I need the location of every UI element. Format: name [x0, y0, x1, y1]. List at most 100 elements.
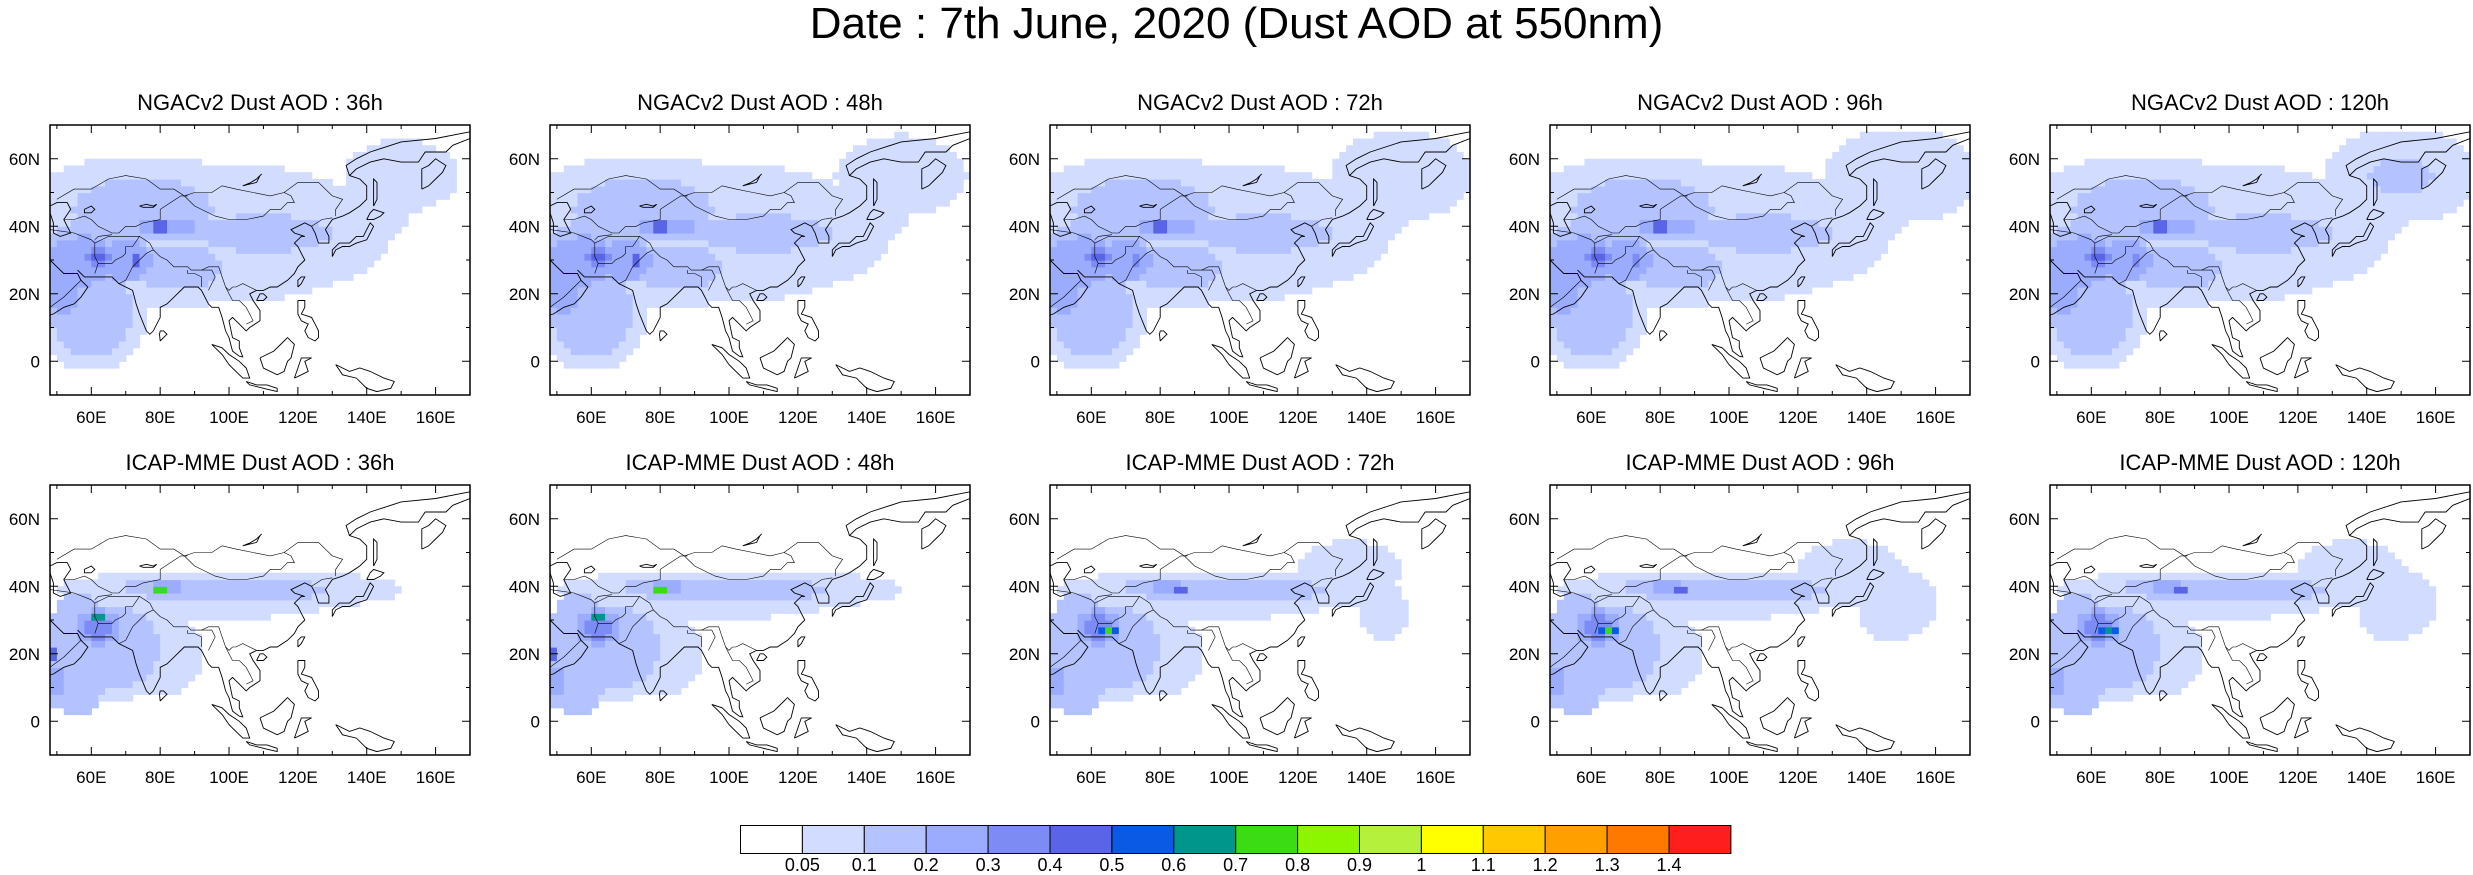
x-tick-label: 160E	[1416, 768, 1456, 787]
x-tick-label: 160E	[916, 408, 956, 427]
country-border	[2202, 630, 2216, 650]
x-tick-label: 140E	[847, 408, 887, 427]
colorbar	[740, 825, 1740, 855]
coastline	[712, 704, 750, 738]
coastline	[798, 661, 819, 702]
coastline	[2212, 344, 2250, 378]
y-tick-label: 40N	[2009, 577, 2040, 596]
coastline	[1140, 564, 1157, 567]
x-tick-label: 80E	[2145, 768, 2175, 787]
y-tick-label: 60N	[1509, 510, 1540, 529]
coastline	[2246, 742, 2277, 752]
country-border	[202, 630, 216, 650]
colorbar-box	[1298, 826, 1360, 854]
y-tick-label: 0	[1531, 712, 1540, 731]
coastline	[1257, 654, 1267, 661]
coastline	[1260, 338, 1294, 375]
panel-title: ICAP-MME Dust AOD : 96h	[1550, 451, 1970, 475]
y-tick-label: 40N	[1009, 577, 1040, 596]
country-border	[1726, 647, 1754, 684]
panel-title: NGACv2 Dust AOD : 72h	[1050, 91, 1470, 115]
coastline	[1712, 344, 1750, 378]
y-tick-label: 0	[1031, 352, 1040, 371]
coastline	[1346, 492, 1470, 536]
coastline	[760, 338, 794, 375]
panel-title: ICAP-MME Dust AOD : 36h	[50, 451, 470, 475]
x-tick-label: 60E	[576, 408, 606, 427]
country-border	[1702, 630, 1716, 650]
y-tick-label: 60N	[1009, 150, 1040, 169]
coastline	[160, 331, 168, 341]
country-border	[1202, 630, 1216, 650]
coastline	[1212, 704, 1250, 738]
coastline	[743, 534, 762, 546]
coastline	[846, 492, 970, 536]
x-tick-label: 100E	[1709, 408, 1749, 427]
y-tick-label: 40N	[9, 217, 40, 236]
y-tick-label: 0	[2031, 712, 2040, 731]
coastline	[584, 566, 594, 573]
y-tick-label: 60N	[509, 510, 540, 529]
coastline	[1422, 519, 1446, 549]
coastline	[836, 365, 895, 392]
aod-field	[529, 132, 970, 392]
y-tick-label: 0	[1531, 352, 1540, 371]
aod-field	[2029, 492, 2470, 752]
coastline	[140, 564, 157, 567]
coastline	[1712, 704, 1750, 738]
colorbar-label: 1.1	[1471, 856, 1496, 874]
coastline	[84, 566, 94, 573]
colorbar-label: 0.2	[914, 856, 939, 874]
coastline	[874, 539, 877, 566]
colorbar-box	[1669, 826, 1731, 854]
x-tick-label: 100E	[209, 768, 249, 787]
x-tick-label: 60E	[1076, 768, 1106, 787]
colorbar-box	[1483, 826, 1545, 854]
x-tick-label: 100E	[209, 408, 249, 427]
y-tick-label: 20N	[1009, 645, 1040, 664]
x-tick-label: 60E	[2076, 408, 2106, 427]
x-tick-label: 140E	[2347, 408, 2387, 427]
coastline	[1243, 534, 1262, 546]
coastline	[2298, 661, 2319, 702]
coastline	[2160, 331, 2168, 341]
colorbar-box	[1545, 826, 1607, 854]
x-tick-label: 80E	[2145, 408, 2175, 427]
colorbar-label: 0.1	[852, 856, 877, 874]
x-tick-label: 120E	[2278, 768, 2318, 787]
y-tick-label: 40N	[1009, 217, 1040, 236]
x-tick-label: 140E	[1347, 768, 1387, 787]
coastline	[336, 365, 395, 392]
panel-title: ICAP-MME Dust AOD : 72h	[1050, 451, 1470, 475]
x-tick-label: 160E	[1416, 408, 1456, 427]
coastline	[260, 338, 294, 375]
x-tick-label: 140E	[1847, 408, 1887, 427]
coastline	[260, 698, 294, 735]
y-tick-label: 20N	[9, 285, 40, 304]
coastline	[1798, 661, 1819, 702]
coastline	[1298, 661, 1319, 702]
y-tick-label: 0	[2031, 352, 2040, 371]
y-tick-label: 0	[1031, 712, 1040, 731]
country-border	[702, 630, 716, 650]
country-border	[226, 647, 254, 684]
coastline	[243, 534, 262, 546]
coastline	[1298, 301, 1319, 342]
coastline	[367, 569, 384, 579]
x-tick-label: 160E	[2416, 408, 2456, 427]
aod-field	[29, 132, 470, 392]
country-border	[1226, 647, 1254, 684]
coastline	[298, 637, 305, 647]
colorbar-label: 1.4	[1656, 856, 1681, 874]
y-tick-label: 60N	[2009, 150, 2040, 169]
x-tick-label: 100E	[709, 768, 749, 787]
coastline	[2294, 718, 2311, 738]
coastline	[712, 344, 750, 378]
coastline	[1246, 742, 1277, 752]
